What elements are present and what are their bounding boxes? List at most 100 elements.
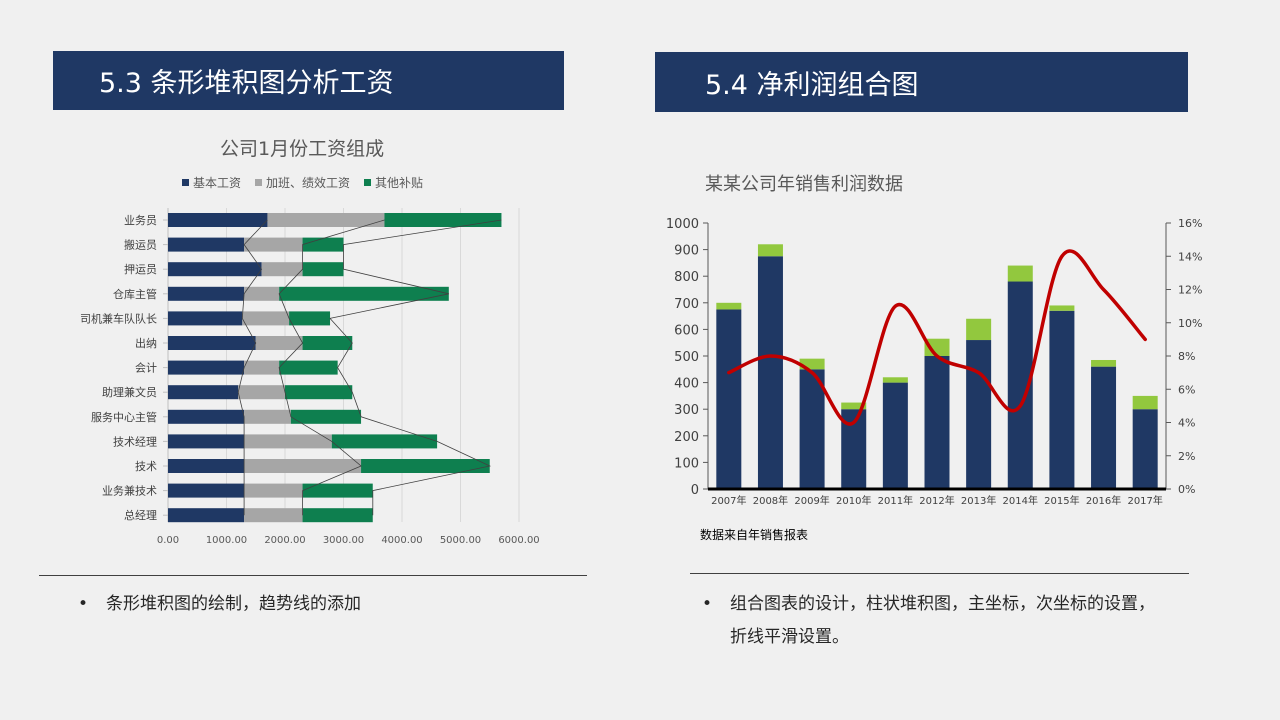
data-source-note: 数据来自年销售报表: [700, 528, 809, 542]
profit-rate-line: [727, 249, 1147, 426]
legend-swatch-allowance: [364, 179, 372, 186]
bar-segment: [244, 360, 280, 375]
x-tick-label: 2010年: [836, 494, 871, 507]
y-tick-label: 业务员: [124, 214, 157, 227]
bar-segment: [168, 434, 245, 449]
column-segment: [1049, 310, 1075, 489]
y-tick-label: 800: [674, 270, 699, 285]
column-segment: [799, 369, 825, 489]
y-tick-label: 业务兼技术: [102, 485, 157, 498]
y2-tick-label: 8%: [1178, 350, 1195, 363]
column-segment: [924, 356, 950, 489]
y2-tick-label: 10%: [1178, 317, 1202, 330]
y-tick-label: 仓库主管: [113, 287, 157, 301]
y2-tick-label: 16%: [1178, 217, 1202, 230]
y-tick-label: 司机兼车队队长: [80, 311, 157, 325]
x-tick-label: 6000.00: [498, 535, 539, 546]
bar-segment: [384, 213, 502, 227]
column-segment: [1007, 265, 1033, 282]
bar-segment: [302, 262, 344, 277]
bar-segment: [331, 434, 438, 449]
x-tick-label: 2009年: [794, 494, 829, 507]
bar-segment: [302, 483, 373, 498]
bar-segment: [238, 385, 285, 400]
legend-label-base: 基本工资: [193, 176, 242, 190]
salary-chart-legend: 基本工资 加班、绩效工资 其他补贴: [182, 174, 423, 191]
bar-segment: [168, 409, 245, 424]
bar-segment: [302, 336, 353, 350]
bar-segment: [168, 385, 239, 400]
bar-segment: [168, 459, 245, 473]
bullet-left: • 条形堆积图的绘制，趋势线的添加: [78, 588, 556, 621]
bar-segment: [168, 213, 268, 227]
bar-segment: [279, 360, 338, 375]
y-tick-label: 搬运员: [124, 238, 157, 252]
bar-segment: [244, 459, 362, 473]
column-segment: [716, 302, 742, 310]
bar-segment: [244, 508, 303, 523]
bar-segment: [279, 286, 449, 301]
column-segment: [1132, 395, 1158, 410]
y-tick-label: 1000: [666, 217, 699, 232]
divider-left: [39, 575, 587, 576]
section-header-left: 5.3 条形堆积图分析工资: [53, 51, 564, 110]
bar-segment: [168, 237, 245, 252]
bar-segment: [244, 483, 303, 498]
legend-label-allowance: 其他补贴: [375, 176, 424, 190]
trend-line: [237, 219, 268, 516]
y-tick-label: 押运员: [124, 262, 157, 276]
bullet-dot: •: [78, 594, 89, 614]
y-tick-label: 助理兼文员: [102, 385, 157, 399]
bar-segment: [244, 409, 291, 424]
column-segment: [799, 358, 825, 370]
bar-segment: [168, 360, 245, 375]
bar-segment: [168, 286, 245, 301]
profit-chart-title: 某某公司年销售利润数据: [705, 174, 903, 195]
y-tick-label: 出纳: [135, 336, 157, 350]
y-tick-label: 100: [674, 456, 699, 471]
y-tick-label: 300: [674, 403, 699, 418]
bar-segment: [244, 286, 280, 301]
y-tick-label: 600: [674, 323, 699, 338]
legend-item-overtime: 加班、绩效工资: [255, 174, 350, 191]
x-tick-label: 4000.00: [381, 535, 422, 546]
y-tick-label: 500: [674, 350, 699, 365]
x-tick-label: 3000.00: [323, 535, 364, 546]
section-header-right-text: 5.4 净利润组合图: [705, 69, 919, 101]
divider-right: [690, 573, 1189, 574]
legend-swatch-overtime: [255, 179, 263, 186]
column-segment: [966, 318, 992, 341]
salary-chart-title: 公司1月份工资组成: [220, 138, 385, 160]
y2-tick-label: 12%: [1178, 284, 1202, 297]
x-tick-label: 2016年: [1086, 494, 1121, 507]
bullet-right-text: 组合图表的设计，柱状堆积图，主坐标，次坐标的设置，折线平滑设置。: [730, 594, 1155, 647]
legend-swatch-base: [182, 179, 189, 186]
bar-segment: [290, 409, 362, 424]
y2-tick-label: 4%: [1178, 417, 1195, 430]
bar-segment: [361, 459, 490, 473]
y-tick-label: 900: [674, 244, 699, 259]
x-tick-label: 1000.00: [206, 535, 247, 546]
y-tick-label: 400: [674, 377, 699, 392]
bar-segment: [168, 262, 262, 277]
x-tick-label: 2014年: [1003, 494, 1038, 507]
column-segment: [966, 340, 992, 489]
section-header-right: 5.4 净利润组合图: [655, 52, 1188, 112]
y-tick-label: 技术经理: [113, 435, 157, 448]
column-segment: [1132, 409, 1158, 489]
x-tick-label: 2013年: [961, 494, 996, 507]
legend-item-allowance: 其他补贴: [364, 174, 423, 191]
y-tick-label: 700: [674, 297, 699, 312]
bullet-left-text: 条形堆积图的绘制，趋势线的添加: [106, 594, 361, 614]
legend-item-base: 基本工资: [182, 174, 241, 191]
y-tick-label: 总经理: [124, 508, 157, 522]
column-segment: [882, 382, 908, 489]
trend-line: [329, 219, 502, 516]
x-tick-label: 2017年: [1127, 494, 1162, 507]
bar-segment: [261, 262, 303, 277]
bar-segment: [285, 385, 353, 400]
x-tick-label: 5000.00: [440, 535, 481, 546]
bar-segment: [289, 311, 331, 326]
